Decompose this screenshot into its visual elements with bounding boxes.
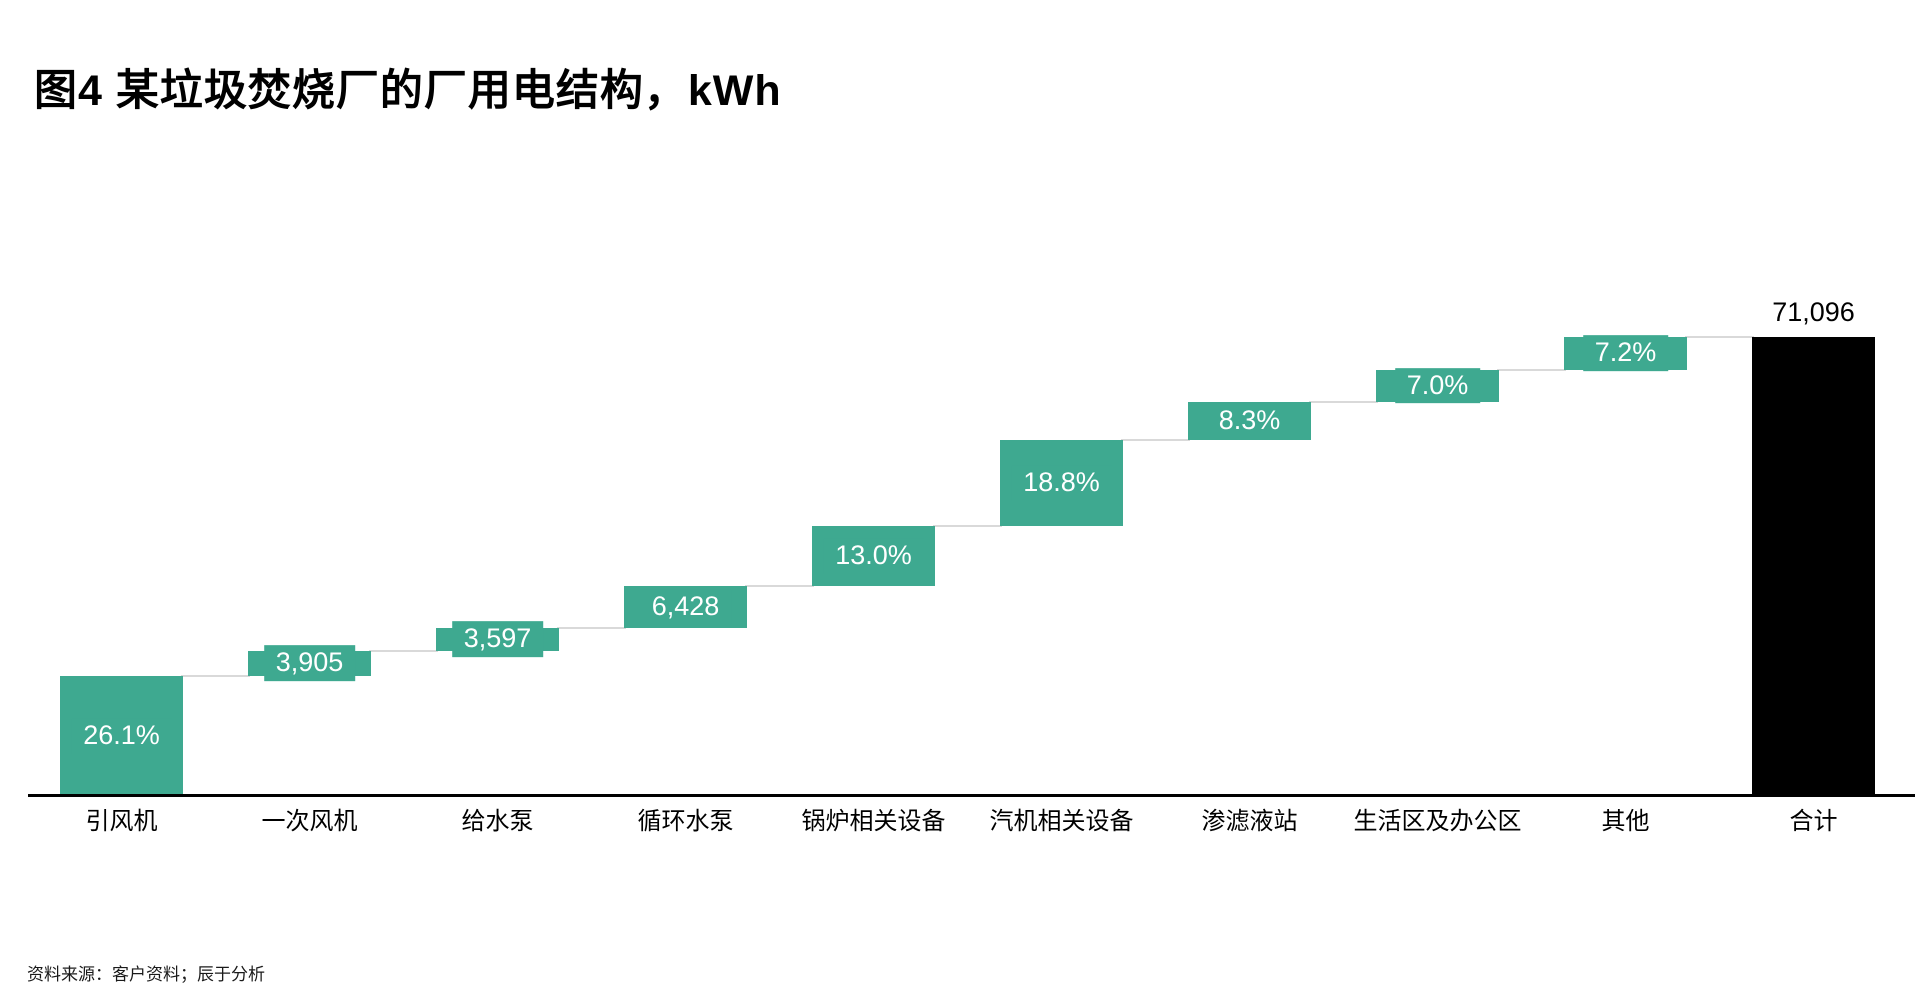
- waterfall-bar-7: 8.3%: [1188, 401, 1311, 440]
- chart-title: 图4 某垃圾焚烧厂的厂用电结构，kWh: [34, 67, 782, 115]
- connector-line: [1309, 400, 1378, 403]
- waterfall-bar-2: 3,905: [248, 645, 371, 682]
- category-label-2: 一次风机: [261, 809, 358, 835]
- connector-line: [933, 525, 1002, 528]
- bar-value-label: 7.0%: [1394, 367, 1481, 404]
- bar-value-label: 6,428: [639, 588, 732, 625]
- x-axis-line: [28, 794, 1915, 797]
- category-label-6: 汽机相关设备: [989, 809, 1134, 835]
- connector-line: [1685, 335, 1754, 338]
- category-label-8: 生活区及办公区: [1353, 809, 1522, 835]
- total-bar: [1752, 336, 1875, 796]
- bar-value-label: 3,905: [263, 645, 356, 682]
- waterfall-bar-6: 18.8%: [1000, 439, 1123, 527]
- connector-line: [1497, 368, 1566, 371]
- category-label-1: 引风机: [85, 809, 158, 835]
- category-label-5: 锅炉相关设备: [801, 809, 946, 835]
- source-note: 资料来源：客户资料；辰于分析: [27, 965, 265, 984]
- waterfall-bar-5: 13.0%: [812, 526, 935, 587]
- connector-line: [745, 585, 814, 588]
- category-label-3: 给水泵: [461, 809, 534, 835]
- category-label-4: 循环水泵: [637, 809, 734, 835]
- connector-line: [1121, 438, 1190, 441]
- waterfall-bar-3: 3,597: [436, 621, 559, 658]
- waterfall-bar-1: 26.1%: [60, 676, 183, 796]
- waterfall-bar-4: 6,428: [624, 586, 747, 628]
- bar-value-label: 26.1%: [71, 718, 172, 754]
- bar-value-label: 7.2%: [1582, 335, 1669, 371]
- bar-value-label: 13.0%: [823, 538, 924, 574]
- category-label-10: 合计: [1789, 809, 1838, 835]
- connector-line: [181, 675, 250, 678]
- waterfall-bar-8: 7.0%: [1376, 367, 1499, 404]
- bar-value-label: 18.8%: [1011, 465, 1112, 501]
- bar-value-label: 3,597: [451, 621, 544, 658]
- bar-value-label: 8.3%: [1206, 403, 1293, 439]
- category-label-7: 渗滤液站: [1201, 809, 1298, 835]
- total-value-label: 71,096: [1772, 296, 1855, 327]
- waterfall-bar-9: 7.2%: [1564, 335, 1687, 371]
- connector-line: [369, 649, 438, 652]
- category-label-9: 其他: [1601, 809, 1650, 835]
- connector-line: [557, 626, 626, 629]
